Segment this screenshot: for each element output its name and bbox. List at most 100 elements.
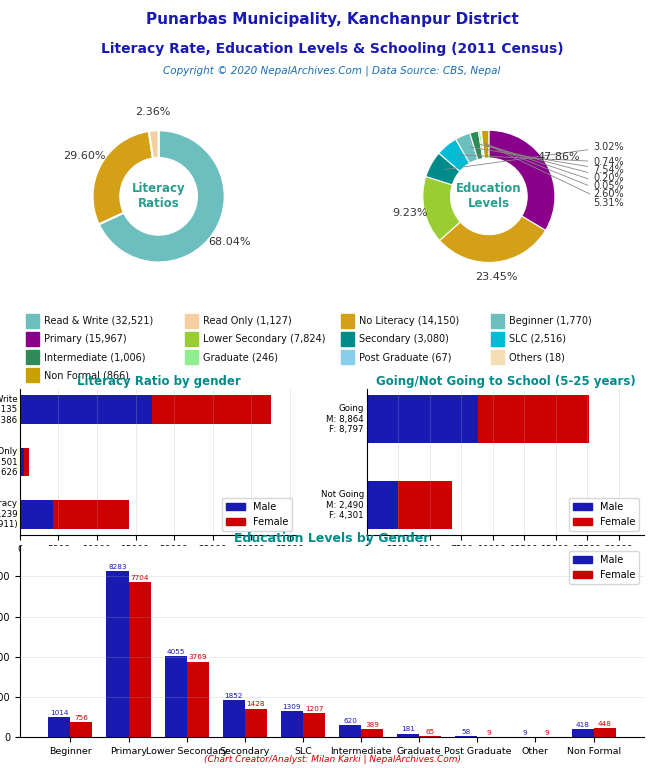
Text: Post Graduate (67): Post Graduate (67) [359, 352, 452, 362]
Text: 9: 9 [544, 730, 549, 736]
Text: 58: 58 [461, 729, 471, 735]
FancyBboxPatch shape [26, 368, 39, 382]
Text: No Literacy (14,150): No Literacy (14,150) [359, 316, 459, 326]
Text: 0.20%: 0.20% [479, 144, 624, 183]
Legend: Male, Female: Male, Female [569, 551, 639, 584]
Bar [367, 396, 479, 442]
Text: 7.54%: 7.54% [470, 147, 624, 175]
Text: Primary (15,967): Primary (15,967) [44, 334, 126, 344]
Wedge shape [489, 131, 555, 230]
FancyBboxPatch shape [26, 313, 39, 328]
Text: 756: 756 [74, 715, 88, 721]
Text: Lower Secondary (7,824): Lower Secondary (7,824) [203, 334, 325, 344]
Text: 4055: 4055 [167, 648, 185, 654]
Text: 2.60%: 2.60% [485, 144, 624, 199]
Legend: Male, Female: Male, Female [222, 498, 292, 531]
Text: 0.05%: 0.05% [484, 144, 624, 190]
Text: SLC (2,516): SLC (2,516) [509, 334, 566, 344]
Text: 1207: 1207 [305, 706, 323, 712]
Text: 9: 9 [522, 730, 527, 736]
Text: 3769: 3769 [189, 654, 207, 660]
Wedge shape [423, 177, 460, 240]
Title: Education Levels by Gender: Education Levels by Gender [234, 532, 430, 545]
Bar [222, 700, 245, 737]
Text: 0.74%: 0.74% [457, 155, 624, 167]
Bar [245, 709, 267, 737]
FancyBboxPatch shape [185, 313, 198, 328]
Text: 8283: 8283 [108, 564, 127, 570]
Title: Literacy Ratio by gender: Literacy Ratio by gender [77, 375, 240, 388]
Bar [398, 482, 452, 528]
Wedge shape [479, 131, 484, 158]
Bar [361, 730, 383, 737]
Bar [397, 733, 419, 737]
Bar [456, 736, 477, 737]
Wedge shape [481, 131, 484, 158]
Text: 389: 389 [365, 722, 379, 728]
Text: 9: 9 [486, 730, 491, 736]
Wedge shape [439, 139, 469, 171]
FancyBboxPatch shape [26, 350, 39, 364]
Wedge shape [456, 133, 478, 164]
Text: 9.23%: 9.23% [392, 208, 428, 218]
FancyBboxPatch shape [491, 350, 504, 364]
Wedge shape [481, 131, 485, 158]
Wedge shape [470, 131, 483, 160]
Text: 1014: 1014 [50, 710, 68, 716]
Text: Intermediate (1,006): Intermediate (1,006) [44, 352, 145, 362]
FancyBboxPatch shape [341, 332, 354, 346]
Wedge shape [426, 153, 460, 185]
Text: Literacy Rate, Education Levels & Schooling (2011 Census): Literacy Rate, Education Levels & School… [101, 42, 563, 56]
Wedge shape [92, 131, 153, 224]
Text: 181: 181 [401, 727, 415, 733]
Text: Read & Write (32,521): Read & Write (32,521) [44, 316, 153, 326]
Bar [106, 571, 129, 737]
Text: 2.36%: 2.36% [135, 107, 170, 117]
Text: Education
Levels: Education Levels [456, 182, 522, 210]
Text: 47.86%: 47.86% [538, 151, 580, 162]
Bar [20, 396, 152, 424]
Text: 418: 418 [576, 722, 590, 727]
Bar [165, 656, 187, 737]
FancyBboxPatch shape [185, 332, 198, 346]
Bar [70, 722, 92, 737]
Text: 7704: 7704 [130, 575, 149, 581]
Text: 29.60%: 29.60% [63, 151, 106, 161]
Bar [594, 728, 616, 737]
Bar [20, 448, 24, 476]
Text: 1309: 1309 [283, 703, 301, 710]
FancyBboxPatch shape [491, 332, 504, 346]
Text: 23.45%: 23.45% [475, 272, 518, 282]
Bar [281, 711, 303, 737]
FancyBboxPatch shape [26, 332, 39, 346]
Bar [339, 725, 361, 737]
Text: (Chart Creator/Analyst: Milan Karki | NepalArchives.Com): (Chart Creator/Analyst: Milan Karki | Ne… [203, 755, 461, 764]
Text: Beginner (1,770): Beginner (1,770) [509, 316, 592, 326]
Text: 1852: 1852 [224, 693, 243, 699]
Text: Graduate (246): Graduate (246) [203, 352, 278, 362]
Bar [303, 713, 325, 737]
Text: 1428: 1428 [246, 701, 265, 707]
Bar [572, 729, 594, 737]
Text: 65: 65 [426, 729, 435, 735]
Bar [419, 736, 442, 737]
Wedge shape [440, 216, 546, 263]
FancyBboxPatch shape [491, 313, 504, 328]
FancyBboxPatch shape [185, 350, 198, 364]
Text: 68.04%: 68.04% [208, 237, 251, 247]
Bar [24, 448, 29, 476]
Bar [129, 582, 151, 737]
Text: Copyright © 2020 NepalArchives.Com | Data Source: CBS, Nepal: Copyright © 2020 NepalArchives.Com | Dat… [163, 66, 501, 76]
Text: Secondary (3,080): Secondary (3,080) [359, 334, 449, 344]
Text: Others (18): Others (18) [509, 352, 564, 362]
Bar [152, 396, 270, 424]
FancyBboxPatch shape [341, 313, 354, 328]
Legend: Male, Female: Male, Female [569, 498, 639, 531]
Wedge shape [149, 131, 159, 158]
Bar [187, 661, 208, 737]
Text: Non Formal (866): Non Formal (866) [44, 370, 129, 380]
Text: 5.31%: 5.31% [485, 144, 624, 208]
Text: Literacy
Ratios: Literacy Ratios [132, 182, 185, 210]
Title: Going/Not Going to School (5-25 years): Going/Not Going to School (5-25 years) [376, 375, 635, 388]
Text: Read Only (1,127): Read Only (1,127) [203, 316, 291, 326]
